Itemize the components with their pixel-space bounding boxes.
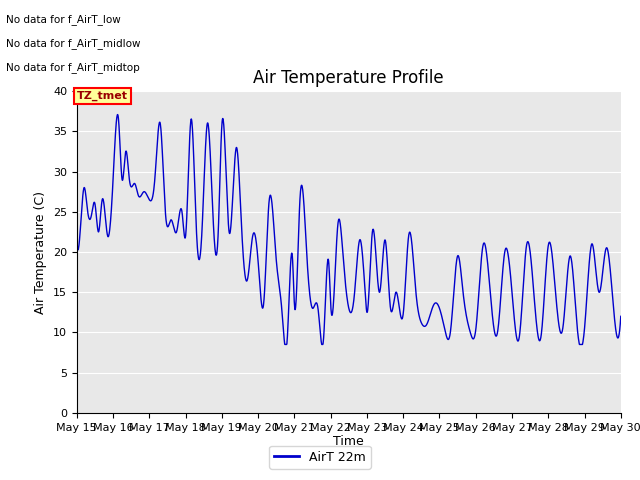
Y-axis label: Air Temperature (C): Air Temperature (C) [35,191,47,313]
X-axis label: Time: Time [333,435,364,448]
Legend: AirT 22m: AirT 22m [269,446,371,469]
Title: Air Temperature Profile: Air Temperature Profile [253,69,444,87]
Text: No data for f_AirT_midtop: No data for f_AirT_midtop [6,62,140,73]
Text: No data for f_AirT_low: No data for f_AirT_low [6,14,121,25]
Text: TZ_tmet: TZ_tmet [77,91,128,101]
Text: No data for f_AirT_midlow: No data for f_AirT_midlow [6,38,141,49]
